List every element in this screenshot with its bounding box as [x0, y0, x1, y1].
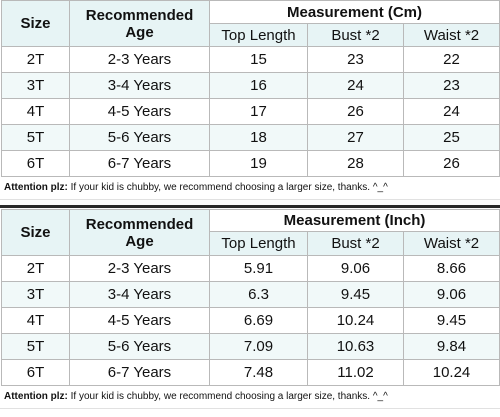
header-top-length: Top Length [209, 23, 308, 47]
cell-age: 2-3 Years [69, 255, 210, 282]
cell-size: 6T [1, 359, 70, 386]
cell-top-length: 15 [209, 46, 308, 73]
cell-age: 5-6 Years [69, 333, 210, 360]
cell-waist: 9.45 [402, 307, 500, 334]
attention-note-text: If your kid is chubby, we recommend choo… [67, 182, 388, 193]
header-measurement: Measurement (Cm) [209, 0, 500, 24]
cell-age: 3-4 Years [69, 72, 210, 99]
size-chart-cm: Size Recommended Age Measurement (Cm) To… [0, 0, 500, 200]
cell-bust: 10.24 [307, 307, 404, 334]
cell-waist: 23 [403, 72, 500, 99]
cell-top-length: 7.09 [209, 333, 308, 360]
cell-bust: 28 [307, 150, 404, 177]
size-table-cm: Size Recommended Age Measurement (Cm) To… [1, 0, 500, 177]
cell-age: 4-5 Years [69, 307, 210, 334]
header-bust: Bust *2 [307, 231, 404, 256]
cell-top-length: 6.69 [209, 307, 308, 334]
cell-bust: 10.63 [307, 333, 404, 360]
cell-top-length: 16 [209, 72, 308, 99]
table-row: 6T 6-7 Years 7.48 11.02 10.24 [1, 359, 500, 386]
cell-bust: 9.06 [307, 255, 404, 282]
cell-size: 5T [1, 124, 70, 151]
cell-waist: 9.84 [402, 333, 500, 360]
cell-waist: 9.06 [402, 281, 500, 308]
size-table-inch: Size Recommended Age Measurement (Inch) … [1, 209, 500, 386]
table-row: 5T 5-6 Years 7.09 10.63 9.84 [1, 333, 500, 360]
cell-top-length: 5.91 [209, 255, 308, 282]
cell-bust: 23 [307, 46, 404, 73]
size-chart-inch: Size Recommended Age Measurement (Inch) … [0, 209, 500, 409]
table-row: 3T 3-4 Years 16 24 23 [1, 72, 500, 99]
cell-top-length: 17 [209, 98, 308, 125]
cell-size: 4T [1, 98, 70, 125]
cell-bust: 27 [307, 124, 404, 151]
cell-bust: 11.02 [307, 359, 404, 386]
cell-size: 4T [1, 307, 70, 334]
cell-top-length: 18 [209, 124, 308, 151]
cell-waist: 25 [403, 124, 500, 151]
cell-waist: 10.24 [402, 359, 500, 386]
header-size: Size [1, 0, 70, 47]
cell-top-length: 7.48 [209, 359, 308, 386]
cell-waist: 24 [403, 98, 500, 125]
cell-age: 2-3 Years [69, 46, 210, 73]
header-measurement: Measurement (Inch) [208, 209, 500, 232]
cell-size: 3T [1, 72, 70, 99]
header-recommended-age: Recommended Age [69, 0, 210, 47]
table-row: 3T 3-4 Years 6.3 9.45 9.06 [1, 281, 500, 308]
cell-size: 2T [1, 255, 70, 282]
section-divider [0, 205, 500, 208]
header-size: Size [1, 209, 70, 256]
header-bust: Bust *2 [307, 23, 404, 47]
attention-note-text: If your kid is chubby, we recommend choo… [67, 391, 388, 402]
cell-top-length: 19 [209, 150, 308, 177]
attention-note: Attention plz: If your kid is chubby, we… [0, 386, 500, 409]
table-row: 4T 4-5 Years 6.69 10.24 9.45 [1, 307, 500, 334]
attention-note: Attention plz: If your kid is chubby, we… [0, 177, 500, 200]
table-row: 2T 2-3 Years 5.91 9.06 8.66 [1, 255, 500, 282]
cell-size: 2T [1, 46, 70, 73]
cell-bust: 24 [307, 72, 404, 99]
table-row: 4T 4-5 Years 17 26 24 [1, 98, 500, 125]
table-row: 5T 5-6 Years 18 27 25 [1, 124, 500, 151]
header-waist: Waist *2 [403, 23, 500, 47]
cell-top-length: 6.3 [209, 281, 308, 308]
cell-age: 3-4 Years [69, 281, 210, 308]
table-row: 2T 2-3 Years 15 23 22 [1, 46, 500, 73]
header-waist: Waist *2 [402, 231, 500, 256]
header-top-length: Top Length [209, 231, 308, 256]
cell-bust: 26 [307, 98, 404, 125]
header-recommended-age: Recommended Age [69, 209, 210, 256]
table-row: 6T 6-7 Years 19 28 26 [1, 150, 500, 177]
cell-waist: 8.66 [402, 255, 500, 282]
cell-age: 6-7 Years [69, 150, 210, 177]
cell-waist: 26 [403, 150, 500, 177]
cell-waist: 22 [403, 46, 500, 73]
cell-bust: 9.45 [307, 281, 404, 308]
cell-age: 4-5 Years [69, 98, 210, 125]
cell-size: 6T [1, 150, 70, 177]
cell-age: 5-6 Years [69, 124, 210, 151]
cell-age: 6-7 Years [69, 359, 210, 386]
cell-size: 5T [1, 333, 70, 360]
attention-note-label: Attention plz: [4, 391, 68, 402]
attention-note-label: Attention plz: [4, 182, 68, 193]
cell-size: 3T [1, 281, 70, 308]
